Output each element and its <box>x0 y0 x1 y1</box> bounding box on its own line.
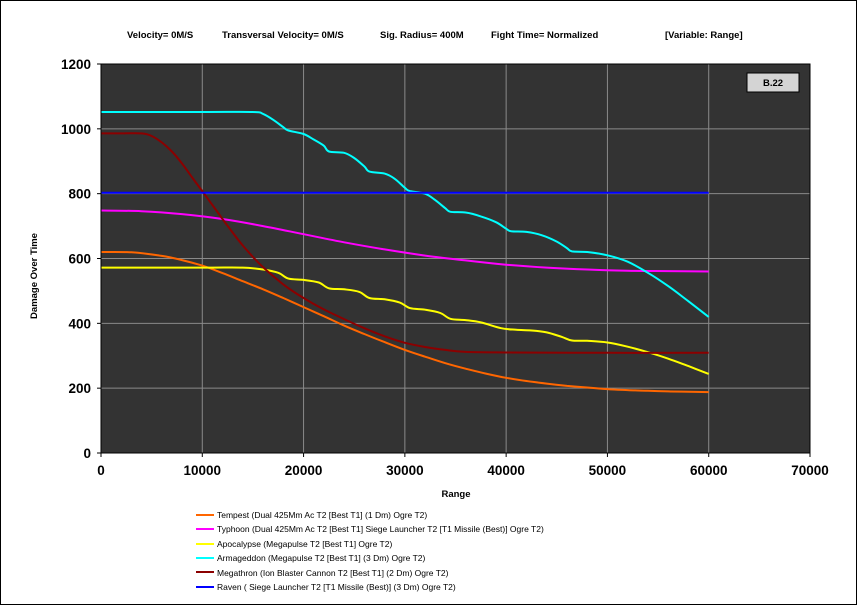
legend-swatch <box>196 556 214 559</box>
x-tick-label: 70000 <box>791 463 829 478</box>
chart-header: Velocity= 0M/S Transversal Velocity= 0M/… <box>0 30 857 46</box>
legend-item: Tempest (Dual 425Mm Ac T2 [Best T1] (1 D… <box>196 508 544 522</box>
series-line-2 <box>101 266 710 375</box>
chart-legend: Tempest (Dual 425Mm Ac T2 [Best T1] (1 D… <box>196 508 544 594</box>
variable-label: [Variable: Range] <box>665 30 743 41</box>
legend-label: Megathron (Ion Blaster Cannon T2 [Best T… <box>217 567 449 578</box>
legend-label: Raven ( Siege Launcher T2 [T1 Missile (B… <box>217 581 456 592</box>
legend-swatch <box>196 585 214 588</box>
y-tick-label: 400 <box>68 316 91 331</box>
y-tick-label: 600 <box>68 252 91 267</box>
velocity-label: Velocity= 0M/S <box>127 30 194 41</box>
y-tick-label: 0 <box>83 446 91 461</box>
axes: 0 10000 20000 30000 40000 50000 60000 70000 0 200… <box>61 57 829 478</box>
legend-label: Armageddon (Megapulse T2 [Best T1] (3 Dm… <box>217 553 426 564</box>
legend-swatch <box>196 542 214 545</box>
legend-swatch <box>196 528 214 531</box>
badge-label: B.22 <box>763 78 783 89</box>
x-axis-title: Range <box>441 489 470 500</box>
badge-box: B.22 <box>746 72 800 93</box>
x-tick-label: 0 <box>97 463 105 478</box>
legend-item: Typhoon (Dual 425Mm Ac T2 [Best T1] Sieg… <box>196 522 544 536</box>
legend-swatch <box>196 571 214 574</box>
x-tick-label: 40000 <box>487 463 525 478</box>
x-tick-label: 50000 <box>589 463 627 478</box>
legend-item: Raven ( Siege Launcher T2 [T1 Missile (B… <box>196 580 544 594</box>
y-tick-label: 1200 <box>61 57 91 72</box>
legend-item: Apocalypse (Megapulse T2 [Best T1] Ogre … <box>196 537 544 551</box>
legend-swatch <box>196 513 214 516</box>
series-line-3 <box>101 110 710 318</box>
legend-label: Typhoon (Dual 425Mm Ac T2 [Best T1] Sieg… <box>217 524 544 535</box>
y-tick-label: 200 <box>68 381 91 396</box>
x-tick-label: 10000 <box>184 463 222 478</box>
legend-item: Megathron (Ion Blaster Cannon T2 [Best T… <box>196 566 544 580</box>
transversal-velocity-label: Transversal Velocity= 0M/S <box>222 30 344 41</box>
series-line-1 <box>100 209 709 273</box>
series-line-0 <box>100 250 709 394</box>
legend-label: Tempest (Dual 425Mm Ac T2 [Best T1] (1 D… <box>217 510 428 520</box>
plot-border <box>100 63 811 454</box>
x-tick-label: 20000 <box>285 463 323 478</box>
x-tick-label: 60000 <box>690 463 728 478</box>
series-layer <box>100 110 710 394</box>
legend-label: Apocalypse (Megapulse T2 [Best T1] Ogre … <box>217 538 393 549</box>
fight-time-label: Fight Time= Normalized <box>491 30 599 41</box>
y-tick-label: 800 <box>68 187 91 202</box>
legend-item: Armageddon (Megapulse T2 [Best T1] (3 Dm… <box>196 551 544 565</box>
y-axis-title: Damage Over Time <box>29 233 40 319</box>
y-tick-label: 1000 <box>61 122 91 137</box>
sig-radius-label: Sig. Radius= 400M <box>380 30 464 41</box>
x-tick-label: 30000 <box>386 463 424 478</box>
series-line-4 <box>100 132 709 354</box>
chart: 0 10000 20000 30000 40000 50000 60000 70000 0 200… <box>29 57 829 500</box>
